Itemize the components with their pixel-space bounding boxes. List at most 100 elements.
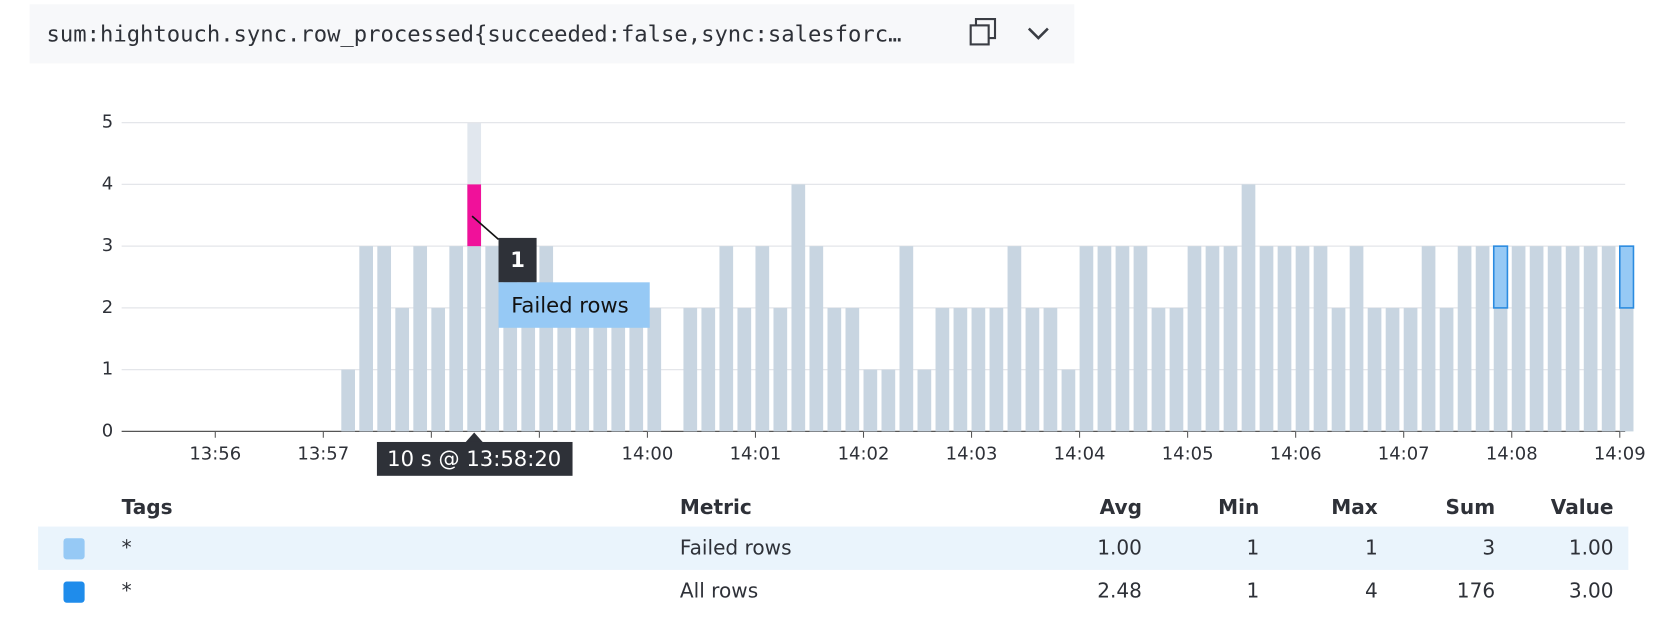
expand-chevron[interactable] [1027, 27, 1049, 40]
table-cell: 1.00 [1569, 535, 1614, 559]
query-text: sum:hightouch.sync.row_processed{succeed… [47, 21, 902, 47]
bar [1007, 246, 1022, 432]
bar [863, 369, 878, 432]
bar [1511, 246, 1526, 432]
bar [629, 307, 644, 432]
bar [467, 184, 482, 432]
bar [1241, 184, 1256, 432]
bar [989, 307, 1004, 432]
bar [1367, 307, 1382, 432]
x-tick-label: 14:00 [622, 444, 674, 465]
legend-swatch[interactable] [63, 581, 85, 603]
legend-swatch[interactable] [63, 538, 85, 560]
bar [1025, 307, 1040, 432]
bar [881, 369, 896, 432]
table-cell: 2.48 [1097, 579, 1142, 603]
table-row-highlight [38, 526, 1629, 570]
bar [359, 246, 374, 432]
table-header: Min [1218, 495, 1259, 519]
query-bar[interactable] [29, 4, 1075, 64]
bar [1277, 246, 1292, 432]
bar [1331, 307, 1346, 432]
bar [935, 307, 950, 432]
table-metric: All rows [680, 579, 758, 603]
failed-bar [1492, 245, 1509, 309]
bar [539, 246, 554, 432]
x-tick-label: 13:56 [189, 444, 241, 465]
bar [1403, 307, 1418, 432]
x-tick-label: 14:04 [1054, 444, 1106, 465]
y-tick-label: 2 [102, 297, 113, 318]
x-tick-label: 14:06 [1270, 444, 1322, 465]
bar [1439, 307, 1454, 432]
x-tick-label: 14:01 [730, 444, 782, 465]
bar [341, 369, 355, 432]
table-cell: * [122, 579, 132, 603]
series-badge [498, 282, 650, 328]
bar [917, 369, 932, 432]
chart: 01234513:5613:5713:5813:5914:0014:0114:0… [102, 112, 1646, 476]
bar [755, 246, 770, 432]
bar [1115, 246, 1130, 432]
bar [1457, 246, 1472, 432]
value-badge-text: 1 [510, 247, 525, 272]
table-cell: 1.00 [1097, 535, 1142, 559]
bar [1475, 246, 1490, 432]
bar [1205, 246, 1220, 432]
bar [1565, 246, 1580, 432]
value-badge [498, 237, 537, 283]
bar [1133, 246, 1148, 432]
bar [431, 307, 446, 432]
table-cell: 1 [1247, 535, 1260, 559]
bar [1529, 246, 1544, 432]
bar [683, 307, 698, 432]
bar [1187, 246, 1202, 432]
bar [1349, 246, 1364, 432]
bar [773, 307, 788, 432]
leader-line [471, 215, 500, 240]
bar [899, 246, 914, 432]
bar [1079, 246, 1094, 432]
time-tooltip [376, 441, 573, 476]
bar [1097, 246, 1112, 432]
bar [1223, 246, 1238, 432]
y-tick-label: 0 [102, 420, 113, 441]
bar [827, 307, 842, 432]
table-header: Sum [1445, 495, 1495, 519]
table-header: Value [1551, 495, 1614, 519]
table-header: Max [1331, 495, 1378, 519]
table-cell: 3.00 [1569, 579, 1614, 603]
x-tick-label: 14:07 [1378, 444, 1430, 465]
bar [845, 307, 860, 432]
bar [1385, 307, 1400, 432]
time-tooltip-arrow [465, 432, 483, 442]
bar [1421, 246, 1436, 432]
bar [1313, 246, 1328, 432]
y-tick-label: 1 [102, 359, 113, 380]
x-tick-label: 13:57 [297, 444, 349, 465]
table-cell: 3 [1482, 535, 1495, 559]
bar [485, 246, 500, 432]
bar [719, 246, 734, 432]
bar [593, 307, 608, 432]
y-tick-label: 3 [102, 235, 113, 256]
bar [647, 307, 662, 432]
bar [557, 307, 572, 432]
bar [791, 184, 806, 432]
bar [413, 246, 428, 432]
bar [1259, 246, 1274, 432]
bar [611, 307, 626, 432]
bar [971, 307, 986, 432]
table-header: Avg [1100, 495, 1142, 519]
bar [1169, 307, 1184, 432]
table-cell: 4 [1365, 579, 1378, 603]
bar [809, 246, 824, 432]
time-tooltip-text: 10 s @ 13:58:20 [387, 446, 561, 471]
bar [1295, 246, 1310, 432]
bar [1151, 307, 1166, 432]
copy-icon[interactable] [969, 17, 997, 46]
failed-bar [1618, 245, 1635, 309]
table-header: Tags [122, 495, 173, 519]
table-metric: Failed rows [680, 535, 792, 559]
